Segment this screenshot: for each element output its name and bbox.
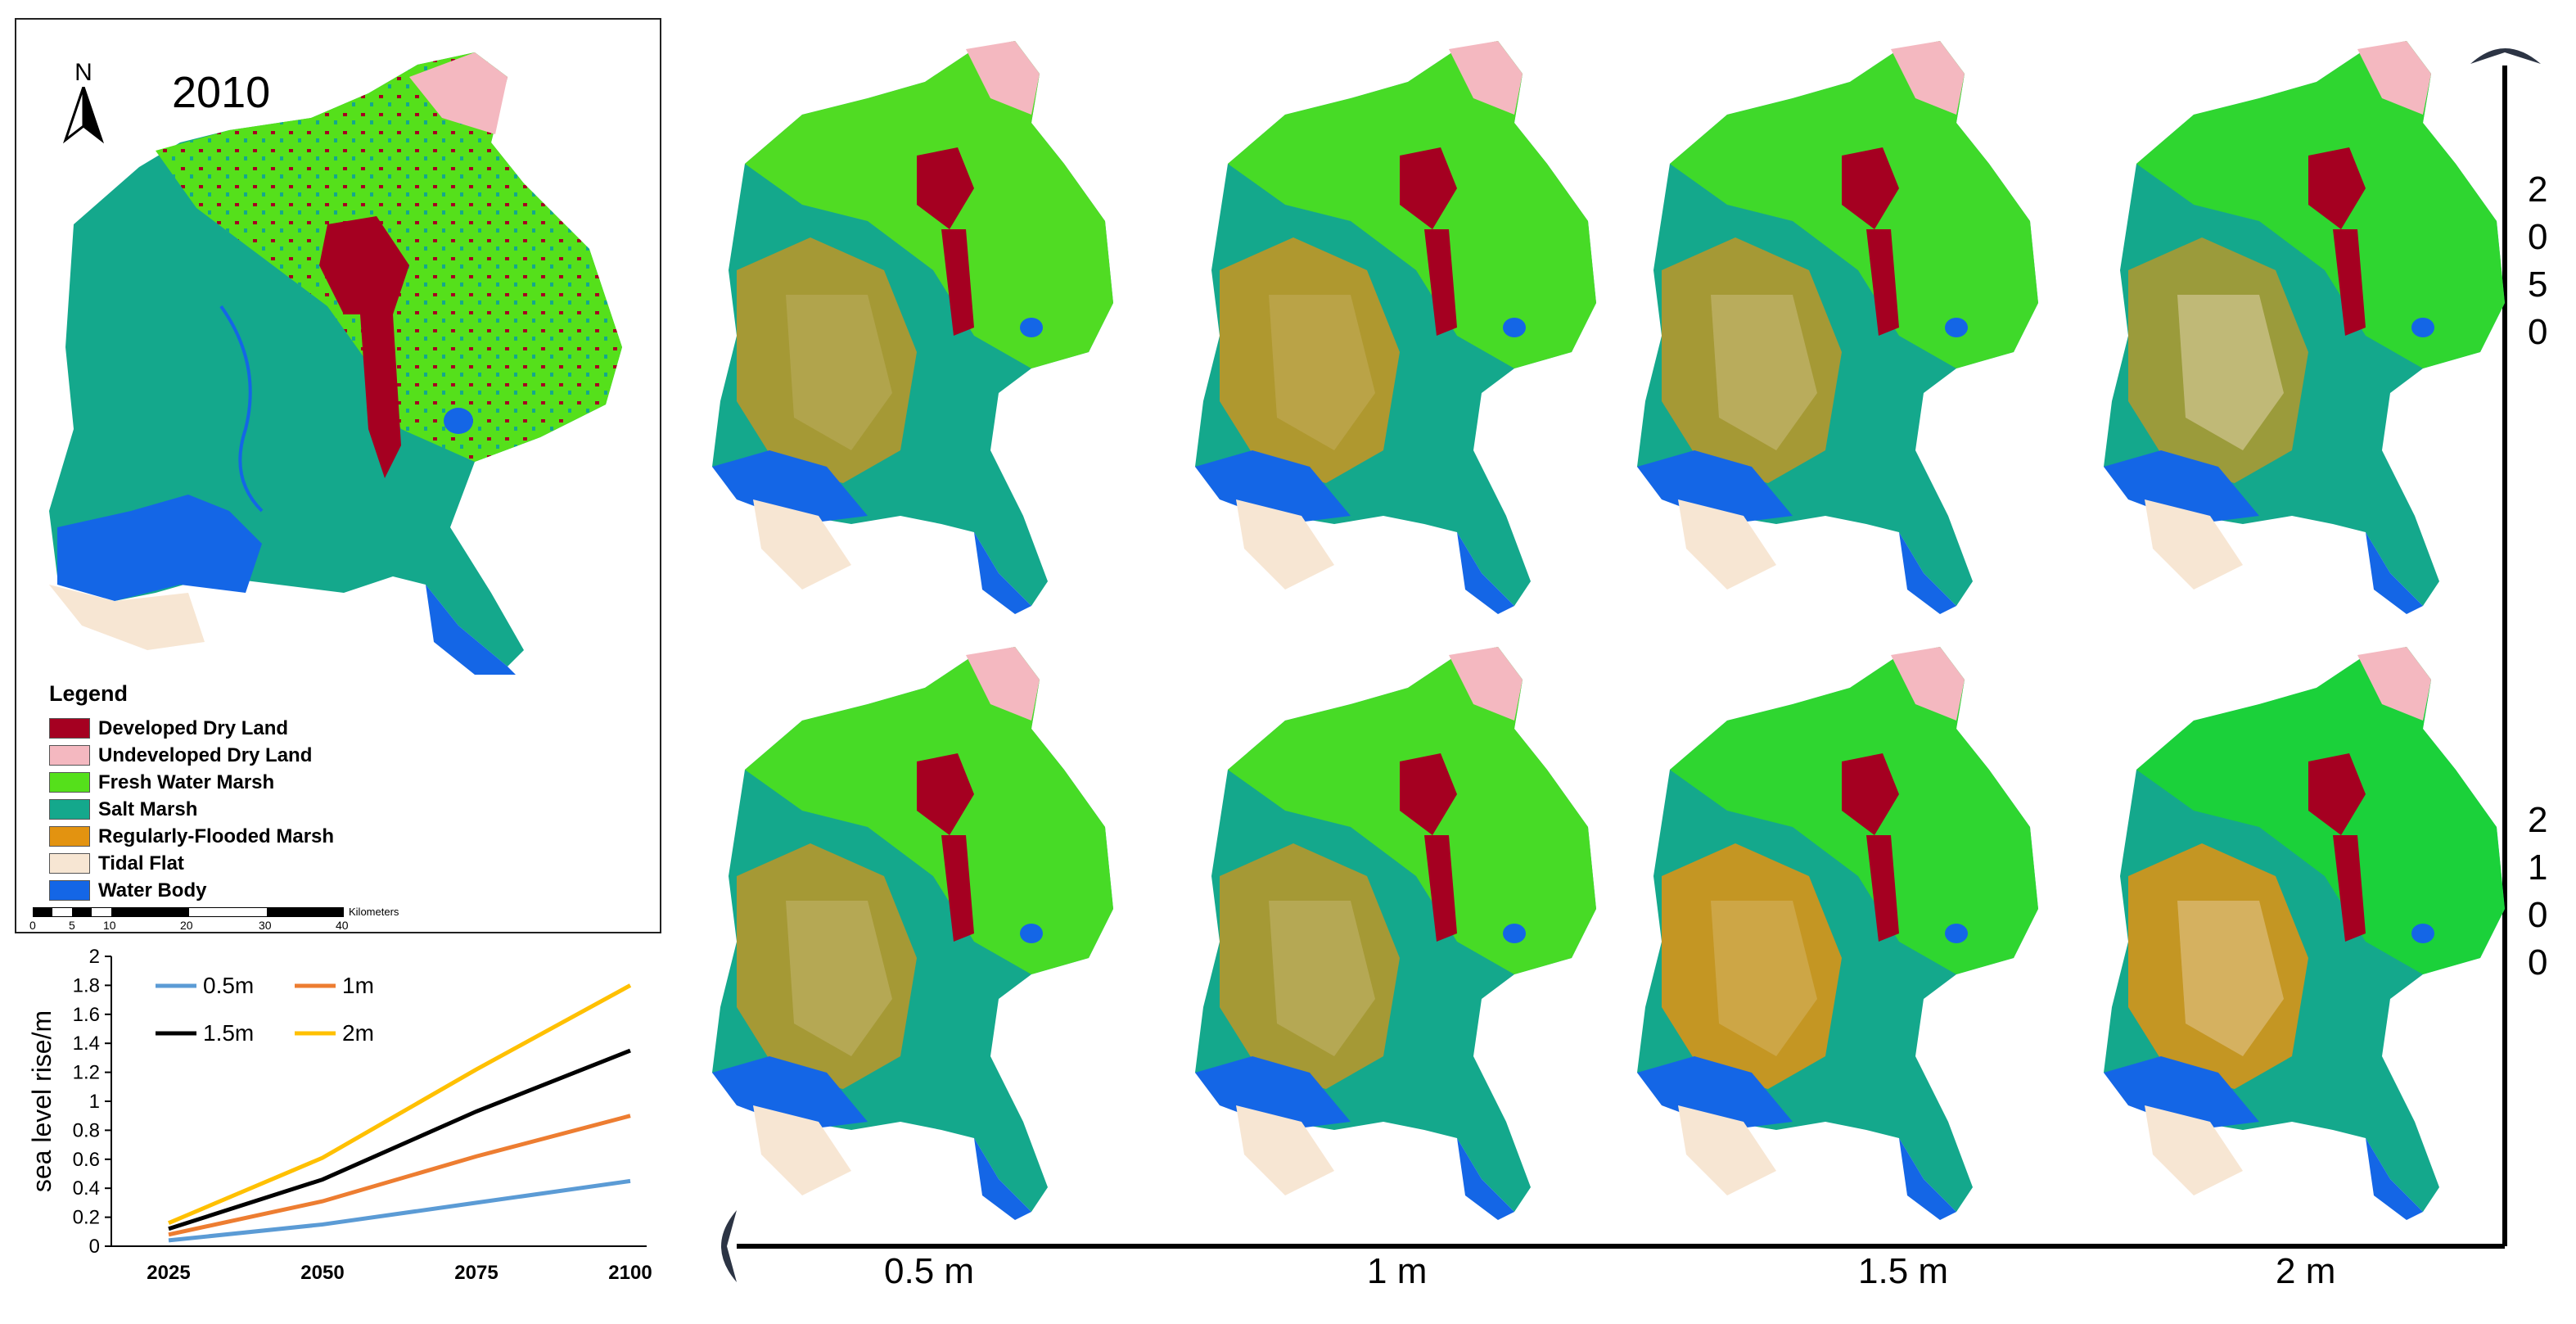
inset-map-panel: N 2010 Legend Developed Dry Land	[15, 18, 661, 933]
scenario-map	[1629, 25, 2055, 622]
y-tick-label: 1	[89, 1091, 100, 1113]
scenario-map	[2096, 630, 2521, 1228]
legend-swatch	[49, 880, 90, 901]
column-label-1.5m: 1.5 m	[1858, 1251, 1949, 1291]
legend-label: Fresh Water Marsh	[98, 770, 275, 793]
land-cover-map	[712, 647, 1113, 1220]
scale-tick: 5	[69, 919, 75, 932]
y-tick-label: 1.6	[73, 1004, 100, 1026]
land-cover-map	[1637, 41, 2038, 614]
time-axis-arrow-icon	[2470, 48, 2541, 64]
scale-tick: 40	[336, 919, 349, 932]
map-year-title: 2010	[172, 68, 271, 117]
legend-swatch	[49, 718, 90, 739]
y-tick-label: 0.8	[73, 1119, 100, 1141]
legend-title: Legend	[49, 681, 129, 706]
scenario-map	[1187, 25, 1613, 622]
legend-swatch	[49, 799, 90, 820]
y-tick-label: 0.6	[73, 1149, 100, 1171]
legend-label: Salt Marsh	[98, 798, 198, 820]
x-tick-label: 2100	[608, 1262, 652, 1284]
y-tick-label: 0	[89, 1236, 100, 1258]
scale-tick: 30	[259, 919, 272, 932]
scale-bar	[33, 907, 344, 917]
legend-item: Tidal Flat	[49, 850, 334, 877]
y-tick-label: 0.2	[73, 1207, 100, 1229]
slr-axis-arrow-icon	[721, 1210, 737, 1282]
legend-label: Developed Dry Land	[98, 716, 289, 739]
legend-label: Undeveloped Dry Land	[98, 743, 313, 766]
land-cover-map	[712, 41, 1113, 614]
scenario-map	[1629, 630, 2055, 1228]
row-year-digit: 5	[2528, 264, 2548, 305]
row-year-digit: 2	[2528, 169, 2548, 210]
legend-item: Salt Marsh	[49, 796, 334, 823]
legend-label-2m: 2m	[342, 1020, 374, 1046]
scenario-map	[704, 630, 1130, 1228]
legend-swatch	[49, 745, 90, 766]
legend-item: Water Body	[49, 877, 334, 904]
column-label-2m: 2 m	[2276, 1251, 2336, 1291]
inset-land-cover-map	[49, 52, 622, 675]
row-year-digit: 0	[2528, 942, 2548, 983]
y-tick-label: 1.4	[73, 1033, 100, 1055]
scale-tick: 10	[103, 919, 116, 932]
scale-unit: Kilometers	[349, 906, 399, 918]
land-cover-map	[1195, 41, 1596, 614]
north-arrow: N	[59, 59, 108, 144]
legend-label: Regularly-Flooded Marsh	[98, 825, 335, 847]
scale-tick: 0	[29, 919, 36, 932]
legend-label-1.5m: 1.5m	[203, 1020, 254, 1046]
y-tick-label: 2	[89, 946, 100, 968]
scenario-map	[2096, 25, 2521, 622]
y-tick-label: 0.4	[73, 1177, 100, 1200]
scenario-map	[704, 25, 1130, 622]
north-label: N	[74, 59, 92, 86]
legend-item: Regularly-Flooded Marsh	[49, 823, 334, 850]
scenario-map	[1187, 630, 1613, 1228]
legend-item: Developed Dry Land	[49, 715, 334, 742]
map-legend: Legend Developed Dry Land Undeveloped Dr…	[49, 681, 334, 904]
scale-bar-graphic	[33, 907, 344, 917]
row-year-digit: 0	[2528, 217, 2548, 257]
legend-label: Tidal Flat	[98, 852, 184, 874]
legend-item: Undeveloped Dry Land	[49, 742, 334, 769]
series-line-0.5m	[168, 1178, 631, 1243]
series-line-2m	[168, 983, 632, 1225]
x-tick-label: 2050	[300, 1262, 344, 1284]
legend-swatch	[49, 826, 90, 847]
row-year-digit: 1	[2528, 847, 2548, 888]
legend-swatch	[49, 853, 90, 874]
x-tick-label: 2025	[147, 1262, 190, 1284]
legend-swatch	[49, 772, 90, 793]
x-tick-label: 2075	[454, 1262, 498, 1284]
sea-level-rise-chart: 0 0.2 0.4 0.6 0.8 1 1.2 1.4 1.6 1.8 2 2025 2050 2075 2…	[27, 946, 652, 1284]
land-cover-map	[1195, 647, 1596, 1220]
row-year-digit: 0	[2528, 312, 2548, 352]
column-label-1m: 1 m	[1367, 1251, 1428, 1291]
legend-item: Fresh Water Marsh	[49, 769, 334, 796]
legend-label-1m: 1m	[342, 973, 374, 998]
land-cover-map	[1637, 647, 2038, 1220]
land-cover-map	[2104, 647, 2505, 1220]
column-label-0.5m: 0.5 m	[884, 1251, 975, 1291]
series-line-1m	[168, 1114, 631, 1237]
land-cover-map	[2104, 41, 2505, 614]
legend-label: Water Body	[98, 879, 207, 901]
row-year-digit: 2	[2528, 800, 2548, 840]
y-tick-label: 1.2	[73, 1062, 100, 1084]
scale-tick: 20	[180, 919, 193, 932]
y-tick-label: 1.8	[73, 974, 100, 996]
legend-label-0.5m: 0.5m	[203, 973, 254, 998]
y-axis-label: sea level rise/m	[27, 1010, 56, 1192]
north-arrow-icon	[62, 87, 105, 144]
row-year-digit: 0	[2528, 895, 2548, 935]
series-line-1.5m	[168, 1048, 631, 1231]
